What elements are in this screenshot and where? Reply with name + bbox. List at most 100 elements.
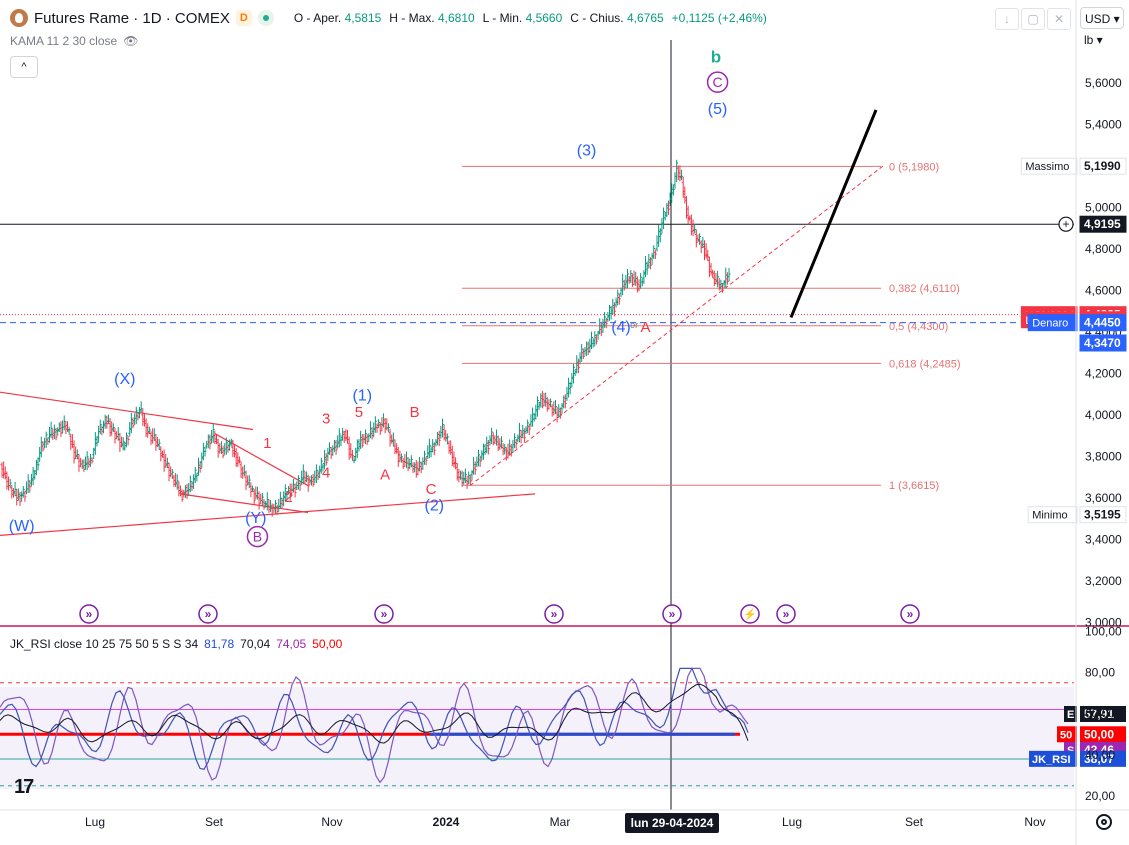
event-arrow-icon[interactable]: [662, 604, 682, 624]
event-arrow-icon[interactable]: [198, 604, 218, 624]
price-axis-tick: 4,0000: [1085, 408, 1122, 422]
unit-select[interactable]: lb ▾: [1084, 33, 1103, 47]
wave-label: B: [410, 404, 420, 421]
time-axis-label: Mar: [550, 815, 571, 829]
fib-level-label: 0 (5,1980): [889, 161, 939, 173]
fib-level-label: 0,382 (4,6110): [889, 283, 960, 295]
wave-label-circle[interactable]: [246, 525, 269, 548]
lightning-glyph: ⚡: [743, 608, 757, 621]
tradingview-logo[interactable]: 17: [14, 776, 34, 798]
collapse-button[interactable]: ^: [10, 56, 38, 78]
settings-gear-icon[interactable]: [1096, 814, 1112, 830]
crosshair-date-label: lun 29-04-2024: [631, 816, 714, 830]
wave-projection-line[interactable]: [789, 109, 878, 319]
price-axis-tick: 4,2000: [1085, 367, 1122, 381]
price-tag-value: 4,3470: [1084, 336, 1121, 350]
wave-label: (W): [9, 518, 35, 535]
price-axis-tick: 3,2000: [1085, 574, 1122, 588]
price-tag-box: [1079, 215, 1127, 233]
time-axis-label: Lug: [782, 815, 802, 829]
wave-label: 4: [322, 464, 330, 481]
trendline-drawings[interactable]: [0, 109, 884, 536]
pane-controls: ↓ ▢ ✕: [995, 8, 1071, 30]
rsi-value-2: 70,04: [240, 637, 271, 651]
wave-label: A: [380, 466, 390, 483]
event-arrow-glyph: »: [86, 607, 93, 621]
rsi-tag-box: [1029, 750, 1077, 767]
wave-label: (3): [577, 143, 597, 160]
price-axis-tick: 5,4000: [1085, 118, 1122, 132]
wave-label: (X): [114, 371, 135, 388]
dividend-icon[interactable]: [740, 604, 760, 624]
fib-retracement[interactable]: 0 (5,1980) 0,382 (4,6110) 0,5 (4,4300) 0,61…: [462, 161, 961, 492]
wave-label: 2: [284, 489, 292, 506]
wave-label: 1: [263, 435, 271, 452]
price-axis-tick: 4,6000: [1085, 284, 1122, 298]
wave-label-circle[interactable]: [706, 71, 729, 93]
rsi-title: JK_RSI close 10 25 75 50 5 S S 34: [10, 637, 199, 651]
price-tag-value: 4,4450: [1084, 316, 1121, 330]
time-axis-label: 2024: [433, 815, 460, 829]
market-status-icon[interactable]: [257, 10, 274, 26]
price-axis-tick: 5,6000: [1085, 76, 1122, 90]
rsi-value-4: 50,00: [312, 637, 343, 651]
price-tag-value: 4,9195: [1084, 217, 1121, 231]
arrow-down-icon[interactable]: ↓: [995, 8, 1019, 30]
rsi-tag-box: [1057, 726, 1077, 743]
add-alert-icon[interactable]: [1058, 216, 1074, 232]
trendline[interactable]: [179, 493, 309, 514]
currency-select[interactable]: USD ▾: [1080, 7, 1124, 29]
delayed-badge[interactable]: D: [235, 10, 252, 26]
symbol-title[interactable]: Futures Rame · 1D · COMEX: [34, 9, 230, 27]
wave-label: 5: [355, 404, 363, 421]
plus-glyph: +: [1062, 217, 1069, 231]
event-arrow-icon[interactable]: [900, 604, 920, 624]
ohlc-high: H - Max. 4,6810: [389, 11, 475, 25]
event-arrow-glyph: »: [381, 607, 388, 621]
ohlc-open: O - Aper. 4,5815: [293, 11, 382, 25]
rsi-legend[interactable]: JK_RSI close 10 25 75 50 5 S S 34 81,78 …: [10, 637, 342, 651]
trendline[interactable]: [0, 391, 254, 431]
rsi-value-text: 57,91: [1084, 707, 1114, 721]
projection-dashed-line[interactable]: [469, 165, 884, 486]
rsi-value-text: 38,07: [1084, 752, 1114, 766]
event-arrow-glyph: »: [669, 607, 676, 621]
rsi-tag-box: [1064, 705, 1077, 722]
price-axis-tick: 3,0000: [1085, 616, 1122, 630]
maximize-icon[interactable]: ▢: [1021, 8, 1045, 30]
rsi-axis-tick: 100,00: [1085, 624, 1122, 638]
event-markers[interactable]: » » » » » » » ⚡: [79, 604, 920, 624]
time-axis: Lug Set Nov 2024 Mar Lug Set Nov: [85, 815, 1046, 829]
wave-label: C: [713, 74, 723, 90]
event-arrow-glyph: »: [205, 607, 212, 621]
close-icon[interactable]: ✕: [1047, 8, 1071, 30]
wave-label: (1): [352, 387, 372, 404]
ohlc-readout: O - Aper. 4,5815 H - Max. 4,6810 L - Min…: [294, 11, 767, 25]
time-axis-label: Nov: [1024, 815, 1045, 829]
kama-indicator-legend[interactable]: KAMA 11 2 30 close 👁︎: [10, 34, 138, 48]
trendline[interactable]: [0, 493, 536, 536]
event-arrow-icon[interactable]: [79, 604, 99, 624]
event-arrow-icon[interactable]: [776, 604, 796, 624]
rsi-line-fast: [0, 667, 749, 784]
rsi-value-box: [1080, 750, 1126, 767]
wave-label: or: [630, 320, 638, 330]
price-tag-name: Minimo: [1032, 510, 1067, 522]
rsi-value-box: [1080, 705, 1126, 722]
rsi-value-text: 50,00: [1084, 727, 1114, 741]
rsi-tag-text: E: [1067, 709, 1074, 721]
kama-label: KAMA 11 2 30 close: [10, 34, 118, 48]
wave-label: (4): [611, 319, 631, 336]
event-arrow-icon[interactable]: [544, 604, 564, 624]
trendline[interactable]: [214, 433, 309, 487]
fib-level-label: 0,5 (4,4300): [889, 321, 948, 333]
eye-hidden-icon[interactable]: 👁︎: [123, 34, 139, 48]
event-arrow-icon[interactable]: [374, 604, 394, 624]
wave-label: B: [253, 529, 262, 545]
rsi-line-ema: [0, 683, 749, 744]
price-axis-tick: 3,4000: [1085, 533, 1122, 547]
time-axis-label: Lug: [85, 815, 105, 829]
